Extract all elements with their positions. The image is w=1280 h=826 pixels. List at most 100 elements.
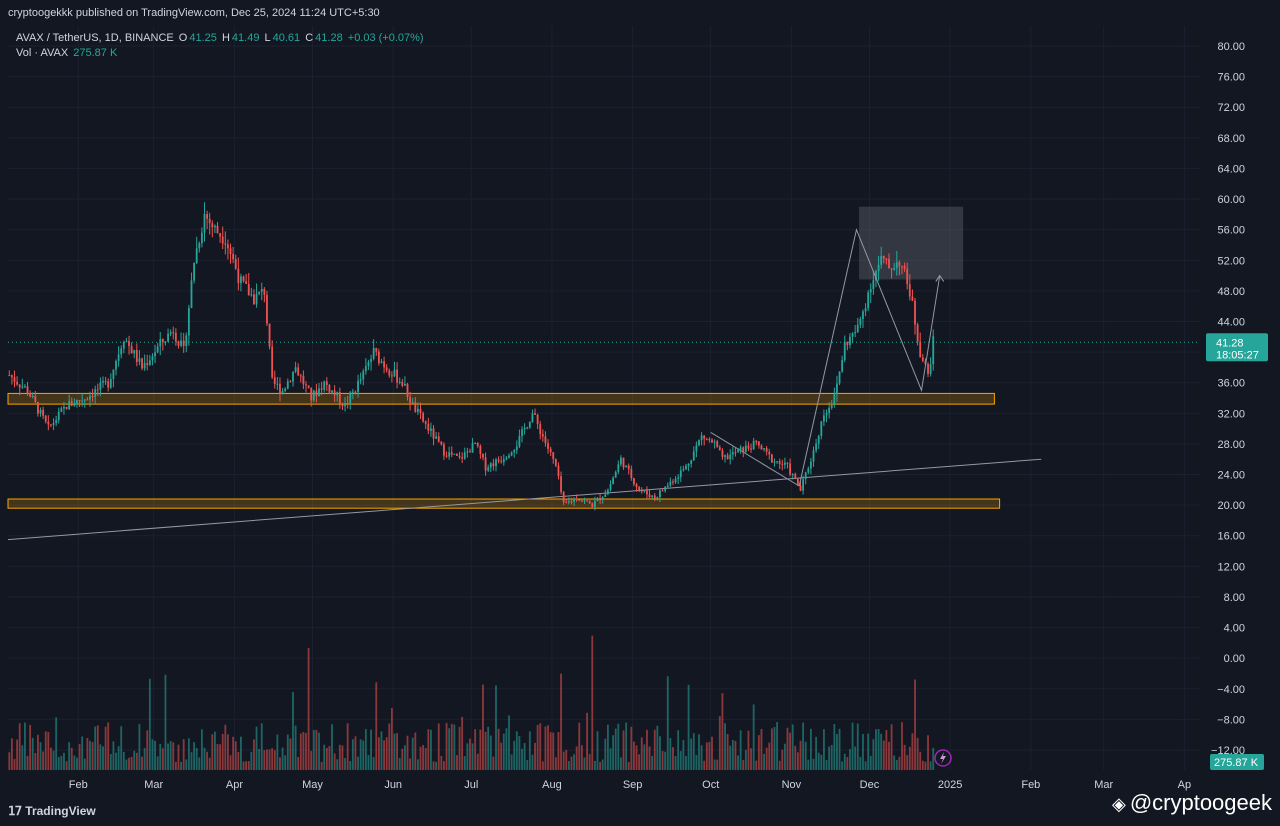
candle-body [414,402,417,412]
volume-bar [297,757,300,770]
volume-bar [830,745,833,770]
volume-bar [409,758,412,770]
candle-body [456,453,458,456]
candle-body [812,450,815,462]
candle-body [52,423,55,425]
volume-bar [731,740,734,770]
candle-body [591,503,594,508]
candle-body [487,467,490,471]
volume-bar [606,724,609,770]
price-tag-countdown: 18:05:27 [1216,349,1259,361]
candle-body [213,225,216,228]
volume-bar [333,753,336,770]
trendline [7,458,1042,541]
volume-bar [859,756,862,770]
close-label: C [305,32,314,44]
candle-body [417,408,419,412]
candle-body [70,401,73,406]
volume-bar [510,754,513,770]
volume-bar [456,755,458,770]
open-value: 41.25 [189,32,217,44]
candle-body [200,232,203,244]
volume-bar [344,758,346,770]
volume-bar [422,744,425,770]
candle-body [672,481,674,483]
candle-body [763,448,765,450]
candle-body [757,441,760,446]
candle-body [432,428,435,439]
candle-body [331,390,333,393]
candle-body [250,294,253,296]
volume-bar [716,759,719,770]
candle-body [703,435,706,439]
y-tick-label: 52.00 [1217,255,1245,267]
volume-bar [789,732,791,770]
volume-bar [185,759,188,770]
volume-bar [638,754,641,770]
volume-bar [698,734,700,770]
candle-body [471,443,474,453]
volume-bar [898,756,901,770]
candle-body [625,465,628,468]
candle-body [705,438,708,440]
candle-body [856,324,859,332]
candle-body [882,255,885,259]
candle-body [731,452,734,455]
volume-bar [635,745,638,770]
candle-body [76,400,78,405]
candle-body [601,497,604,500]
candle-body [536,414,539,425]
volume-bar [737,755,739,770]
x-tick-label: Mar [1094,779,1113,791]
volume-bar [921,760,924,770]
volume-bar [135,752,138,770]
volume-bar [299,733,302,770]
candle-body [443,444,445,456]
volume-bar [466,743,469,770]
candle-body [534,413,536,415]
price-chart-svg[interactable]: 80.00 76.00 72.00 68.00 64.00 60.00 56.00 52.00… [0,26,1280,798]
candle-body [221,236,224,244]
tradingview-brand: TradingView [25,804,96,818]
volume-bar [752,704,755,770]
wedge-line [710,432,800,487]
volume-bar [372,757,375,770]
candle-body [388,370,391,376]
support-zone [7,392,995,405]
volume-bar [744,749,747,770]
candle-body [914,300,916,325]
candle-body [341,403,344,407]
candle-body [549,448,552,453]
volume-bar [763,753,765,770]
volume-bar [567,761,570,770]
candle-body [893,268,896,270]
volume-bar [796,752,799,770]
candle-body [906,268,909,285]
candle-body [776,461,778,463]
volume-bar [164,674,167,770]
volume-bar [367,755,370,770]
candle-body [830,405,833,408]
volume-bar [359,739,362,770]
volume-bar [809,728,812,770]
support-zone [7,498,1001,509]
volume-bar [255,726,258,770]
candle-body [921,357,924,361]
y-tick-label: 8.00 [1224,592,1245,604]
candle-body [799,485,802,491]
x-tick-label: Jul [464,779,478,791]
volume-bar [13,758,16,770]
candle-body [885,258,888,260]
chart-area[interactable]: 80.00 76.00 72.00 68.00 64.00 60.00 56.00 52.00… [0,26,1280,798]
candle-body [796,478,799,486]
volume-bar [34,753,37,770]
candle-body [646,490,648,495]
candle-body [828,407,831,413]
tradingview-logo[interactable]: 𝟣𝟩 TradingView [8,804,96,818]
volume-bar [50,747,52,770]
candle-body [505,457,508,460]
candle-body [245,281,248,284]
candle-body [685,465,687,470]
candle-body [47,421,50,425]
volume-bar [711,736,713,770]
